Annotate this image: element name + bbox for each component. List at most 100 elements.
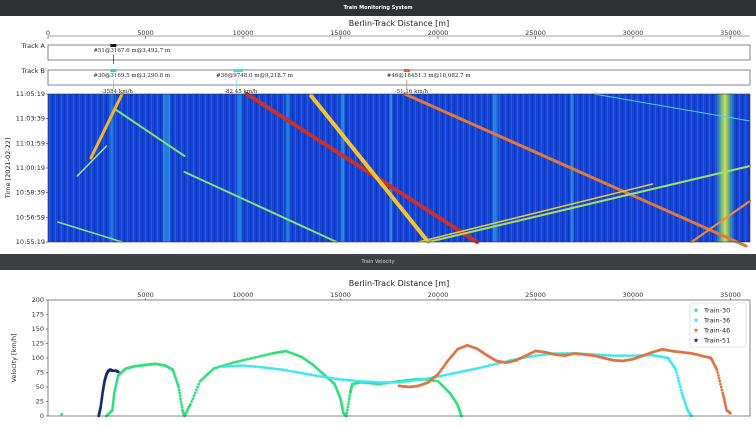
velocity-point — [678, 382, 681, 386]
velocity-point — [676, 376, 680, 380]
velocity-point — [392, 380, 396, 384]
velocity-point — [414, 378, 418, 382]
velocity-point — [684, 404, 688, 408]
velocity-point — [226, 365, 230, 368]
velocity-point — [112, 391, 116, 395]
velocity-point — [112, 393, 116, 397]
velocity-plot-frame — [47, 299, 751, 417]
velocity-point — [619, 354, 623, 358]
velocity-point — [312, 373, 316, 377]
waterfall-plot[interactable]: Berlin-Track Distance [m] 0 5000 10000 15000… — [0, 16, 756, 254]
velocity-point — [179, 397, 183, 400]
velocity-point — [683, 400, 687, 403]
time-tick-label: 10:56:59 — [16, 213, 45, 221]
velocity-point — [679, 388, 683, 392]
train-trajectory — [309, 94, 431, 244]
velocity-point — [116, 370, 120, 374]
velocity-point — [390, 380, 394, 384]
velocity-point — [397, 380, 401, 384]
velocity-point — [191, 397, 195, 400]
velocity-point — [492, 362, 496, 366]
time-tick-label: 11:01:59 — [16, 139, 45, 147]
velocity-point — [217, 365, 221, 369]
velocity-point — [424, 377, 428, 381]
velocity-point — [172, 370, 175, 374]
velocity-legend: ★ Train-30 ★ Train-36 ★ Train-46 ★ Train-51 — [689, 302, 747, 348]
velocity-x-tick-label: 30000 — [623, 291, 644, 299]
velocity-point — [234, 364, 238, 368]
velocity-point — [178, 394, 182, 398]
velocity-point — [275, 367, 279, 371]
train-trajectory — [593, 93, 751, 122]
velocity-point — [475, 367, 479, 370]
train-tag-label: #30@3169.5 m@3,290.8 m — [93, 72, 171, 79]
velocity-point — [614, 354, 618, 358]
velocity-point — [326, 376, 330, 380]
velocity-point — [346, 405, 350, 409]
velocity-y-tick-label: 100 — [32, 354, 44, 362]
velocity-point — [723, 400, 727, 403]
legend-entry: Train-36 — [703, 317, 730, 325]
velocity-point — [251, 356, 255, 360]
velocity-point — [724, 404, 728, 408]
velocity-point — [634, 354, 637, 358]
velocity-point — [609, 354, 613, 357]
velocity-point — [195, 388, 198, 392]
velocity-point — [719, 382, 722, 386]
train-trajectory — [244, 92, 479, 244]
static-noise-band — [340, 94, 345, 242]
velocity-point — [631, 354, 635, 358]
train-tag-marker — [233, 69, 244, 72]
velocity-point — [722, 397, 726, 401]
velocity-x-tick-label: 15000 — [330, 291, 351, 299]
track-a-lane — [47, 44, 751, 61]
train-speed-label: -51.16 km/h — [395, 89, 429, 95]
velocity-point — [319, 375, 323, 378]
velocity-point — [219, 364, 223, 368]
velocity-point — [112, 395, 116, 399]
velocity-point — [439, 374, 442, 378]
velocity-point — [681, 395, 685, 399]
train-trajectory — [403, 92, 748, 248]
time-tick-label: 10:55:19 — [16, 238, 45, 246]
velocity-chart[interactable]: Berlin-Track Distance [m] 5000 10000 15000 2… — [0, 270, 756, 425]
train-tag-label: #51@3167.6 m@3,492.7 m — [93, 47, 171, 54]
velocity-point — [177, 385, 181, 389]
velocity-point — [256, 365, 260, 369]
velocity-point — [490, 363, 494, 367]
velocity-point — [60, 412, 64, 416]
legend-entry: Train-46 — [703, 327, 730, 335]
train-tag-marker — [110, 69, 117, 72]
velocity-point — [721, 393, 725, 397]
static-noise-band — [110, 94, 114, 242]
velocity-point — [723, 402, 727, 406]
velocity-point — [487, 364, 491, 367]
velocity-point — [212, 367, 216, 370]
velocity-point — [365, 380, 369, 384]
velocity-point — [265, 366, 269, 370]
waterfall-x-tick-label: 30000 — [623, 29, 644, 37]
waterfall-x-tick-label: 25000 — [525, 29, 546, 37]
velocity-point — [188, 403, 192, 406]
velocity-point — [441, 374, 445, 377]
velocity-point — [295, 370, 299, 374]
velocity-point — [478, 366, 481, 370]
legend-entry: Train-30 — [703, 307, 730, 315]
velocity-point — [324, 375, 328, 379]
velocity-point — [356, 379, 359, 383]
velocity-point — [412, 379, 416, 383]
velocity-point — [244, 358, 247, 362]
time-tick-label: 10:58:39 — [16, 189, 45, 197]
velocity-point — [675, 374, 679, 377]
velocity-point — [482, 365, 486, 369]
velocity-point — [114, 384, 118, 388]
velocity-point — [715, 368, 719, 371]
velocity-point — [265, 353, 269, 356]
velocity-x-tick-label: 5000 — [137, 291, 154, 299]
velocity-point — [375, 380, 379, 384]
velocity-y-tick-label: 200 — [32, 296, 44, 304]
velocity-x-tick-label: 25000 — [525, 291, 546, 299]
velocity-point — [196, 385, 200, 389]
velocity-point — [716, 374, 720, 377]
velocity-point — [675, 371, 679, 374]
